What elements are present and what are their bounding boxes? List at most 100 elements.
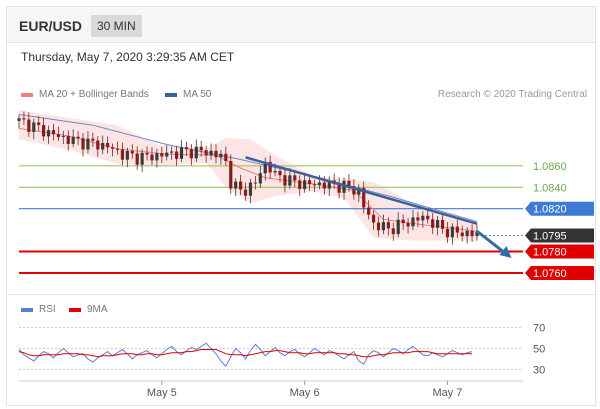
candle-body [253, 182, 257, 184]
candle-body [283, 175, 287, 186]
candle-body [135, 153, 139, 165]
candle-body [263, 161, 267, 174]
candle-body [140, 152, 144, 165]
ma50-line [18, 114, 478, 223]
candle-body [125, 151, 129, 160]
candle-body [229, 161, 233, 189]
x-tick-label: May 5 [147, 387, 177, 399]
candle-body [288, 175, 292, 186]
x-tick-label: May 6 [290, 387, 320, 399]
candle-body [91, 138, 95, 141]
chart-timestamp: Thursday, May 7, 2020 3:29:35 AM CET [21, 50, 235, 64]
candle-body [22, 118, 26, 120]
candle-body [42, 125, 46, 137]
candle-body [243, 189, 248, 196]
ma20-line [18, 127, 478, 232]
candle-body [470, 230, 474, 237]
level-tag-1.0820 [525, 201, 594, 216]
ma9-legend: 9MA [69, 304, 108, 315]
candle-body [66, 135, 70, 144]
candle-body [376, 222, 381, 231]
candle-body [224, 153, 228, 162]
candle-body [174, 151, 179, 159]
candle-body [86, 138, 90, 150]
candle-body [450, 226, 454, 238]
candle-body [130, 151, 134, 154]
candle-body [381, 222, 386, 231]
rsi-tick-70: 70 [533, 323, 545, 335]
level-tag-text-1.0780: 1.0780 [533, 247, 567, 259]
rsi-swatch [21, 307, 33, 312]
candle-body [199, 146, 203, 151]
candle-body [357, 188, 361, 195]
candle-body [37, 122, 41, 126]
candle-body [347, 180, 351, 187]
rsi-tick-30: 30 [533, 364, 545, 376]
level-tag-1.0760 [525, 265, 594, 280]
candle-body [460, 232, 464, 237]
candle-body [268, 161, 272, 173]
candle-body [165, 152, 169, 157]
panel-separator [7, 294, 595, 295]
ma50-legend: MA 50 [165, 89, 211, 100]
candle-body [115, 148, 120, 150]
candle-body [455, 226, 459, 233]
level-label-1.0860: 1.0860 [533, 161, 567, 173]
candle-body [258, 173, 262, 184]
candle-body [293, 175, 297, 181]
trend-line [245, 156, 478, 225]
ma9-line [18, 349, 473, 358]
candle-body [367, 207, 371, 215]
rsi-line [18, 342, 473, 368]
chart-widget: EUR/USD 30 MIN Thursday, May 7, 2020 3:2… [6, 6, 596, 406]
candle-body [46, 130, 51, 137]
candle-body [61, 135, 65, 137]
candle-body [160, 153, 164, 157]
rsi-legend-label: RSI [39, 304, 56, 315]
level-tag-text-1.0760: 1.0760 [533, 268, 567, 280]
candle-body [120, 149, 125, 160]
candle-body [317, 182, 322, 185]
level-tag-text-1.0820: 1.0820 [533, 204, 567, 216]
candle-body [406, 223, 410, 227]
candle-body [239, 181, 243, 190]
rsi-tick-50: 50 [533, 344, 545, 356]
candle-body [145, 152, 149, 155]
candle-body [386, 222, 390, 229]
candle-body [431, 219, 435, 228]
candle-body [337, 184, 341, 193]
candle-body [411, 217, 415, 227]
candle-body [327, 180, 331, 189]
candle-body [101, 142, 105, 150]
research-credit: Research © 2020 Trading Central [437, 89, 587, 100]
symbol-label: EUR/USD [19, 18, 83, 34]
x-tick-label: May 7 [432, 387, 462, 399]
candle-body [209, 150, 213, 156]
candle-body [17, 118, 21, 121]
chart-header: EUR/USD 30 MIN [7, 7, 595, 43]
timeframe-button[interactable]: 30 MIN [91, 15, 142, 37]
candle-body [436, 219, 440, 228]
candle-body [426, 215, 430, 220]
candle-body [234, 181, 238, 189]
candle-body [150, 154, 154, 161]
candle-body [303, 180, 307, 189]
candle-body [371, 214, 376, 223]
candle-body [307, 180, 312, 185]
level-tag-1.0780 [525, 244, 594, 259]
candle-body [179, 147, 184, 159]
candle-body [421, 215, 425, 221]
candle-body [362, 188, 366, 208]
candle-body [416, 217, 420, 221]
candle-body [189, 149, 193, 159]
candle-body [298, 180, 302, 189]
candle-body [273, 170, 277, 173]
candle-body [51, 130, 56, 135]
candle-body [76, 136, 80, 139]
candle-body [96, 140, 100, 150]
candle-body [194, 146, 198, 159]
candle-body [278, 170, 282, 176]
ma20-swatch [21, 92, 33, 97]
candle-body [214, 150, 218, 158]
candle-body [396, 219, 400, 235]
